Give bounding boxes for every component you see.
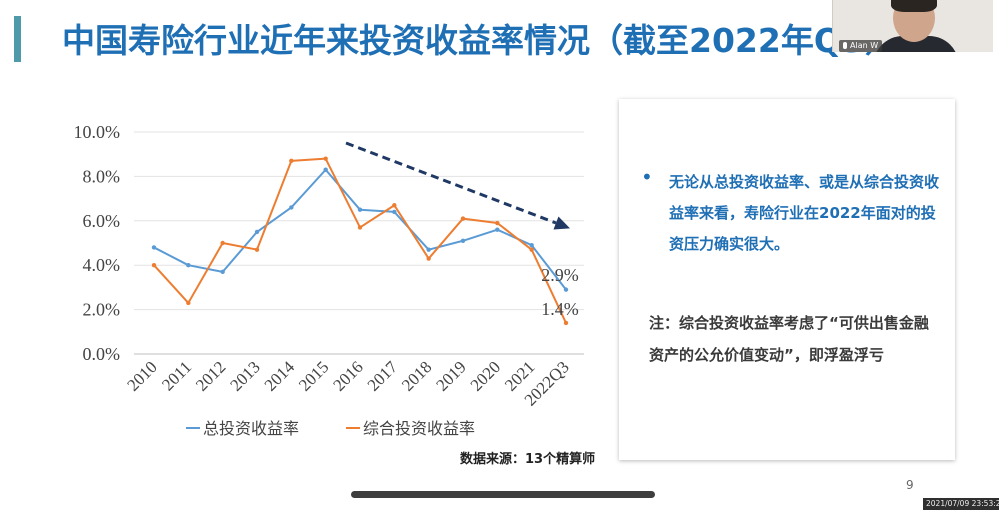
- x-tick-label: 2018: [398, 357, 435, 394]
- y-tick-label: 2.0%: [83, 300, 121, 320]
- data-point: [220, 240, 225, 246]
- data-point: [186, 263, 191, 268]
- data-label: 1.4%: [541, 299, 579, 319]
- participant-video-tile[interactable]: Alan W: [832, 0, 993, 52]
- data-labels: 2.9% 1.4%: [541, 265, 579, 319]
- chart-series: [151, 156, 569, 326]
- data-point: [529, 243, 534, 248]
- data-point: [220, 269, 225, 275]
- y-tick-label: 4.0%: [83, 255, 121, 275]
- bullet-text: 无论从总投资收益率、或是从综合投资收益率来看，寿险行业在2022年面对的投资压力…: [669, 173, 940, 253]
- data-point: [495, 227, 500, 232]
- participant-body: [873, 36, 959, 52]
- data-point: [151, 263, 157, 268]
- data-point: [357, 225, 363, 230]
- x-tick-label: 2016: [329, 357, 366, 394]
- data-point: [392, 203, 397, 208]
- legend-label-0: 总投资收益率: [203, 419, 299, 438]
- commentary-box: • 无论从总投资收益率、或是从综合投资收益率来看，寿险行业在2022年面对的投资…: [619, 99, 955, 460]
- y-tick-label: 10.0%: [74, 122, 121, 142]
- series-line-0: [153, 168, 567, 291]
- data-source-note: 数据来源：13个精算师: [460, 452, 596, 467]
- x-tick-label: 2011: [158, 357, 195, 394]
- data-point: [563, 320, 569, 326]
- series-line-1: [153, 157, 567, 324]
- y-tick-label: 0.0%: [83, 344, 121, 364]
- y-tick-label: 6.0%: [83, 211, 121, 231]
- data-point: [323, 156, 328, 161]
- trend-arrow-line: [345, 141, 557, 225]
- x-tick-label: 2020: [467, 357, 504, 394]
- x-tick-label: 2010: [123, 357, 160, 394]
- page-number: 9: [906, 478, 914, 492]
- chart-legend: 总投资收益率 综合投资收益率: [186, 419, 475, 438]
- participant-hair: [891, 0, 937, 12]
- data-point: [426, 247, 431, 252]
- x-tick-label: 2013: [226, 357, 263, 394]
- trend-arrow: [345, 141, 570, 230]
- data-point: [495, 220, 500, 226]
- data-point: [392, 209, 397, 215]
- legend-label-1: 综合投资收益率: [363, 419, 475, 438]
- x-tick-label: 2017: [364, 357, 402, 395]
- timestamp: 2021/07/09 23:53:26: [923, 498, 999, 510]
- bullet-icon: •: [641, 165, 653, 189]
- data-point: [289, 158, 294, 164]
- data-point: [289, 205, 294, 210]
- data-point: [254, 247, 260, 252]
- x-tick-label: 2019: [432, 357, 469, 394]
- participant-name-text: Alan W: [850, 41, 879, 50]
- data-point: [186, 300, 191, 306]
- y-tick-label: 8.0%: [83, 166, 121, 186]
- data-point: [460, 238, 466, 243]
- trend-arrow-head: [553, 216, 570, 230]
- data-point: [426, 256, 431, 261]
- data-point: [254, 229, 260, 235]
- data-point: [460, 216, 466, 221]
- participant-name-label: Alan W: [839, 40, 883, 52]
- data-point: [151, 245, 157, 250]
- y-axis-tick-labels: 0.0% 2.0% 4.0% 6.0% 8.0% 10.0%: [74, 122, 121, 364]
- slide-title: 中国寿险行业近年来投资收益率情况（截至2022年Q3）: [62, 21, 898, 60]
- chart-gridlines: [134, 131, 584, 355]
- data-point: [323, 167, 328, 172]
- x-tick-label: 2014: [261, 357, 299, 395]
- title-accent-bar: [14, 16, 21, 62]
- x-tick-label: 2015: [295, 357, 332, 394]
- x-tick-label: 2012: [192, 357, 229, 394]
- data-point: [357, 207, 363, 212]
- bullet-point: • 无论从总投资收益率、或是从综合投资收益率来看，寿险行业在2022年面对的投资…: [641, 165, 941, 260]
- data-point: [563, 287, 569, 292]
- scroll-handle[interactable]: [351, 491, 655, 498]
- x-axis-tick-labels: 2010201120122013201420152016201720182019…: [123, 357, 572, 410]
- investment-yield-chart: 0.0%2.0%4.0%6.0%8.0%10.0% 20102011201220…: [74, 122, 584, 438]
- data-label: 2.9%: [541, 265, 579, 285]
- footnote-text: 注：综合投资收益率考虑了“可供出售金融资产的公允价值变动”，即浮盈浮亏: [649, 314, 929, 364]
- microphone-icon: [843, 42, 847, 49]
- data-point: [529, 247, 534, 252]
